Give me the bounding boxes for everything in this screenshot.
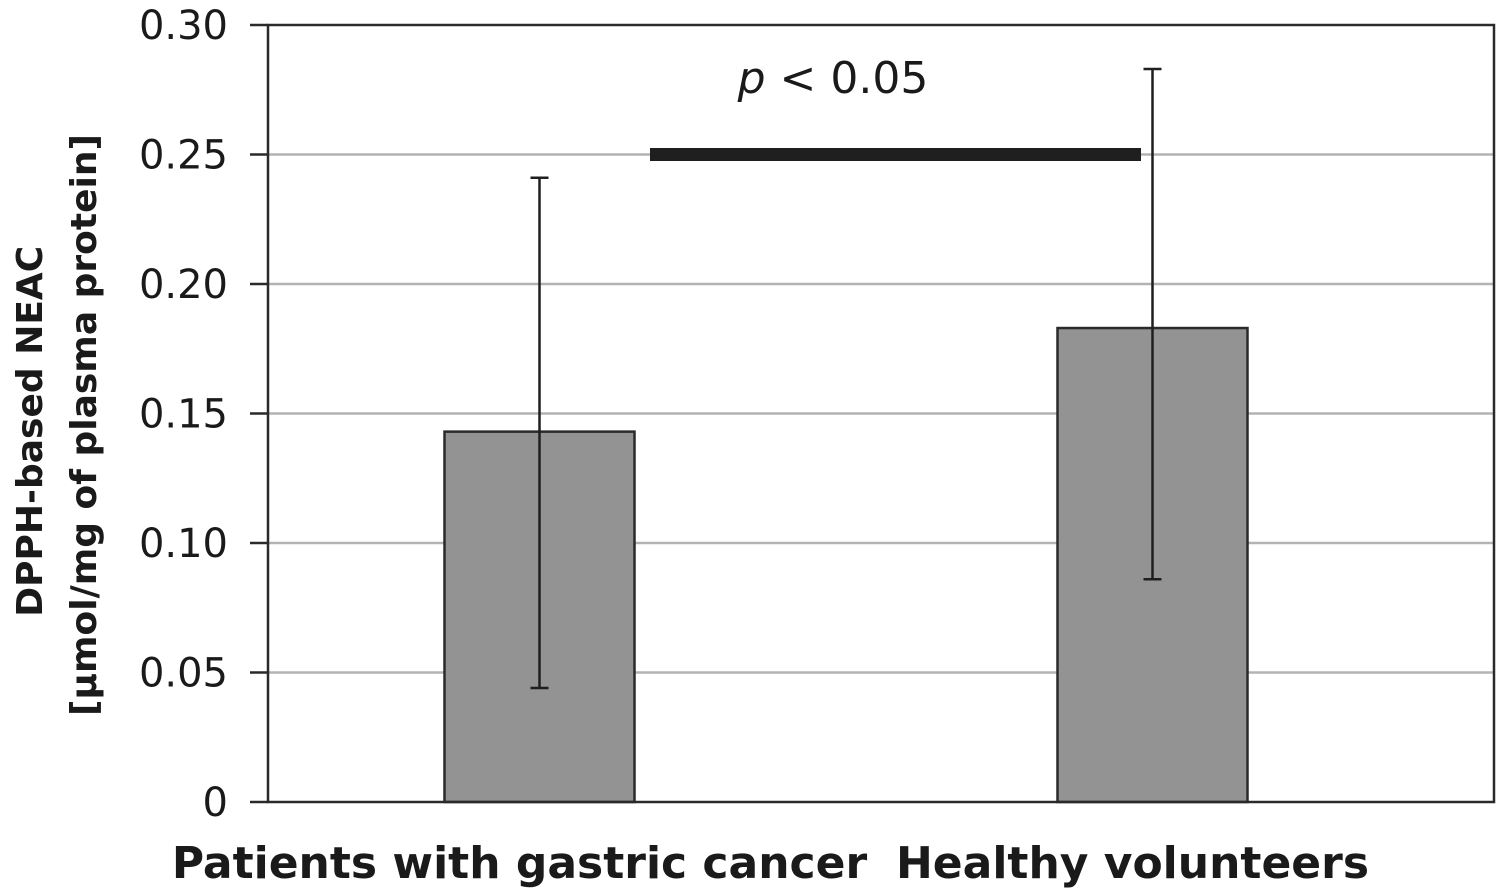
y-tick-label: 0.25	[139, 133, 228, 179]
y-axis-ticks: 0 0.05 0.10 0.15 0.20 0.25 0.30	[139, 3, 268, 826]
y-tick-label: 0.10	[139, 521, 228, 567]
y-axis-label-line2: [µmol/mg of plasma protein]	[64, 134, 105, 716]
p-threshold: < 0.05	[766, 53, 929, 104]
x-category-label: Patients with gastric cancer	[172, 838, 868, 889]
y-tick-label: 0.30	[139, 3, 228, 49]
y-axis-label: DPPH-based NEAC [µmol/mg of plasma prote…	[10, 134, 105, 716]
y-tick-label: 0	[203, 780, 228, 826]
y-tick-label: 0.05	[139, 651, 228, 697]
x-axis-category-labels: Patients with gastric cancer Healthy volu…	[172, 838, 1369, 889]
bars	[443, 326, 1249, 804]
p-value-label: p < 0.05	[737, 53, 929, 104]
significance-annotation: p < 0.05	[650, 53, 1141, 161]
p-symbol: p	[737, 53, 766, 104]
y-tick-label: 0.20	[139, 262, 228, 308]
y-axis-label-line1: DPPH-based NEAC	[10, 246, 51, 617]
error-bars	[530, 67, 1162, 690]
x-category-label: Healthy volunteers	[896, 838, 1369, 889]
y-tick-label: 0.15	[139, 392, 228, 438]
